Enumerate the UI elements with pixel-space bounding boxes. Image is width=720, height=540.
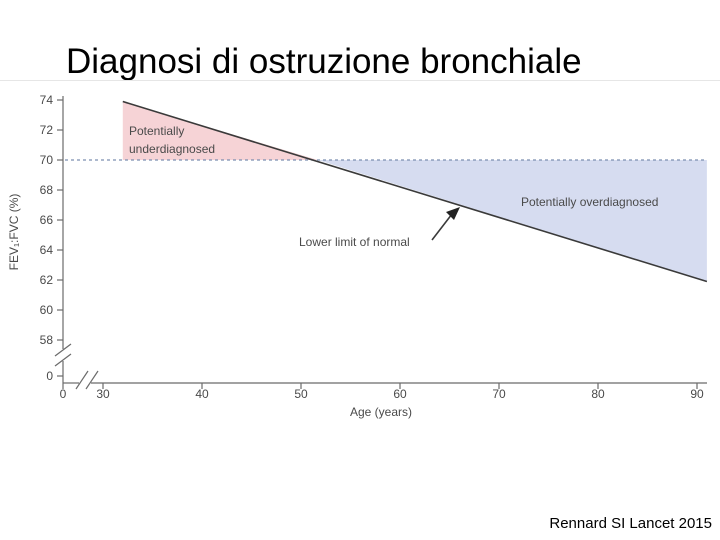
y-tick-label: 62 xyxy=(40,273,54,287)
lower-limit-arrow xyxy=(431,207,460,241)
x-tick-label: 30 xyxy=(96,387,110,401)
x-tick-label: 40 xyxy=(195,387,209,401)
overdiagnosed-region xyxy=(317,160,707,282)
lower-limit-label: Lower limit of normal xyxy=(299,235,410,249)
x-tick-label: 70 xyxy=(492,387,506,401)
slide-title: Diagnosi di ostruzione bronchiale xyxy=(66,42,582,81)
y-tick-label: 70 xyxy=(40,153,54,167)
title-divider xyxy=(0,80,720,81)
chart-axes xyxy=(54,96,707,390)
chart-lines xyxy=(65,100,708,283)
chart-ticks: 0 58 60 62 64 66 68 70 72 74 0 30 40 50 60 70 80 90 xyxy=(40,93,704,401)
overdiagnosed-label: Potentially overdiagnosed xyxy=(521,195,658,209)
y-tick-label: 58 xyxy=(40,333,54,347)
y-tick-label: 66 xyxy=(40,213,54,227)
y-axis-break-mark xyxy=(54,353,72,367)
x-tick-label: 60 xyxy=(393,387,407,401)
y-tick-label: 68 xyxy=(40,183,54,197)
y-tick-label: 60 xyxy=(40,303,54,317)
y-tick-label: 74 xyxy=(40,93,54,107)
x-axis-break-mark xyxy=(75,370,89,390)
y-tick-label: 72 xyxy=(40,123,54,137)
x-axis-label: Age (years) xyxy=(350,405,412,419)
y-tick-label: 64 xyxy=(40,243,54,257)
citation: Rennard SI Lancet 2015 xyxy=(549,515,712,532)
y-axis-break-mark xyxy=(54,343,72,357)
underdiagnosed-label-line1: Potentially xyxy=(129,124,184,138)
x-tick-label: 0 xyxy=(60,387,67,401)
x-tick-label: 80 xyxy=(591,387,605,401)
x-axis-break-mark xyxy=(85,370,99,390)
lower-limit-of-normal-line xyxy=(122,100,708,283)
y-tick-label: 0 xyxy=(46,369,53,383)
x-tick-label: 50 xyxy=(294,387,308,401)
underdiagnosed-label-line2: underdiagnosed xyxy=(129,142,215,156)
y-axis-label: FEV₁:FVC (%) xyxy=(7,194,21,271)
x-tick-label: 90 xyxy=(690,387,704,401)
